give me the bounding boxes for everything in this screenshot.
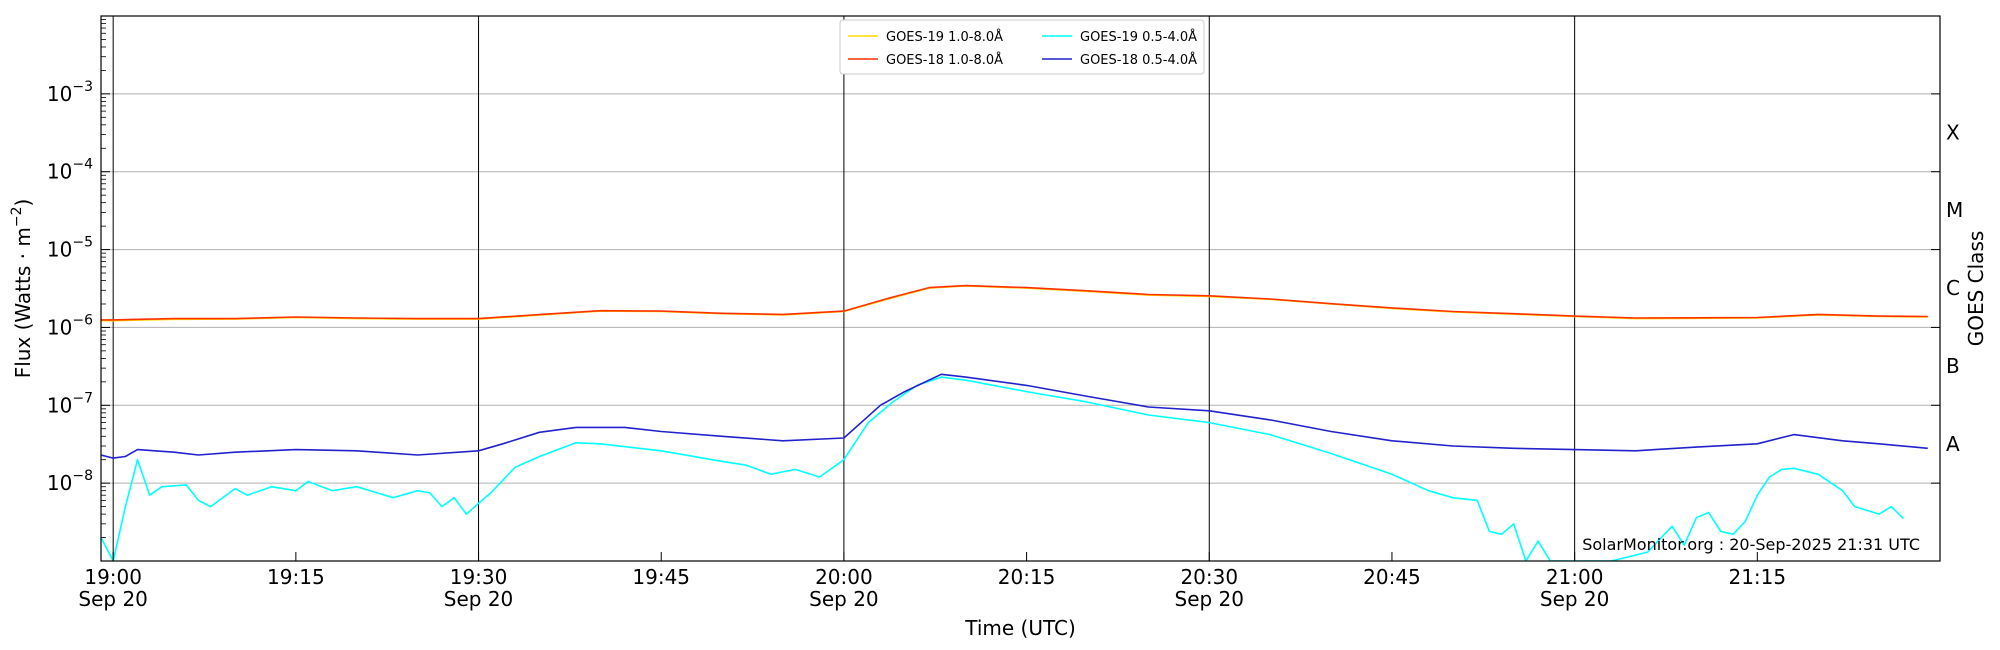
y-tick-exponent: −8 [72,468,93,484]
goes-class-label: A [1946,432,1960,456]
goes-class-label: X [1946,120,1960,144]
x-tick-date-label: Sep 20 [809,587,879,611]
legend-box [839,19,1205,75]
goes-class-labels: A B C M X [1931,93,1963,484]
y-tick-label: 10−7 [47,390,93,417]
x-axis-title: Time (UTC) [964,616,1076,640]
y-tick-label: 10−6 [47,312,93,339]
series-line-0 [101,285,1928,322]
x-tick-label: 20:45 [1363,565,1421,589]
x-tick-label: 20:00 [815,565,873,589]
x-tick-label: 19:45 [632,565,690,589]
goes-class-axis-title: GOES Class [1964,231,1988,347]
legend-label: GOES-18 1.0-8.0Å [886,52,1003,68]
legend-label: GOES-19 0.5-4.0Å [1080,29,1197,45]
x-tick-date-label: Sep 20 [444,587,514,611]
series-line-1 [101,284,1928,321]
x-tick-date-label: Sep 20 [1175,587,1245,611]
y-axis-title-main: Flux (Watts · m [11,227,35,378]
x-tick-label: 19:30 [450,565,508,589]
y-tick-label: 10−5 [47,235,93,262]
y-axis-title: Flux (Watts · m−2) [9,199,35,379]
y-tick-label: 10−3 [47,79,93,106]
goes-class-label: B [1946,354,1960,378]
y-tick-exponent: −4 [72,157,93,173]
plot-frame [100,15,1941,562]
credit-text: SolarMonitor.org : 20-Sep-2025 21:31 UTC [1582,535,1920,554]
x-tick-label: 20:30 [1180,565,1238,589]
legend-label: GOES-19 1.0-8.0Å [886,29,1003,45]
y-tick-label: 10−4 [47,157,93,184]
y-tick-exponent: −3 [72,79,93,95]
series-line-3 [101,373,1928,459]
series-layer [101,284,1928,561]
legend: GOES-19 1.0-8.0Å GOES-18 1.0-8.0Å GOES-19 … [839,19,1205,75]
y-axis-title-close: ) [11,199,35,207]
x-tick-date-label: Sep 20 [78,587,148,611]
y-tick-label: 10−8 [47,468,93,495]
y-axis-title-exponent: −2 [9,207,25,228]
y-tick-exponent: −5 [72,235,93,251]
goes-class-label: C [1946,276,1960,300]
legend-label: GOES-18 0.5-4.0Å [1080,52,1197,68]
x-tick-label: 20:15 [998,565,1056,589]
x-tick-label: 21:00 [1546,565,1604,589]
y-tick-exponent: −7 [72,390,93,406]
series-line-2 [101,376,1905,561]
x-tick-label: 21:15 [1728,565,1786,589]
y-tick-exponent: −6 [72,312,93,328]
x-tick-date-label: Sep 20 [1540,587,1610,611]
vertical-time-markers [112,16,1576,561]
x-tick-label: 19:00 [84,565,142,589]
goes-class-label: M [1946,198,1963,222]
x-tick-label: 19:15 [267,565,325,589]
grid-layer [101,93,1940,484]
